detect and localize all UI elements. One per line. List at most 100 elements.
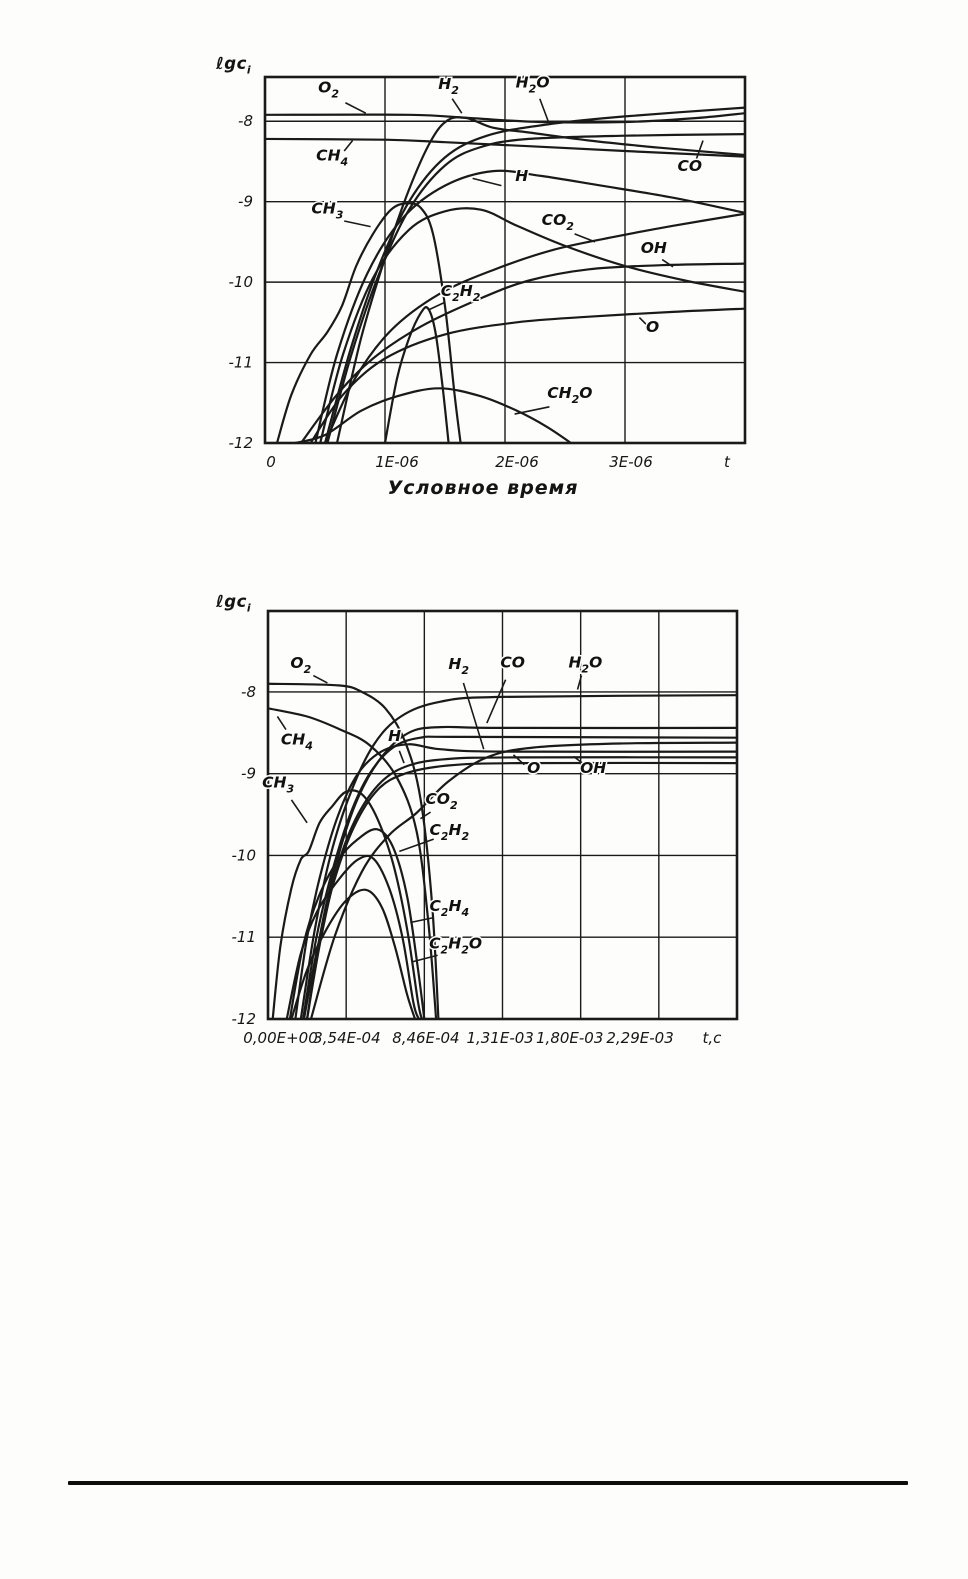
series-O-label: O	[527, 759, 540, 777]
series-O2-leader-line	[312, 674, 328, 684]
series-H2O-label: H2O	[516, 73, 550, 95]
chart1-x-axis-title: Условное время	[387, 477, 579, 499]
chart2-y-axis-label-main: ℓgc	[216, 592, 247, 611]
series-group	[265, 106, 745, 443]
x-tick-2,29E-03: 2,29E-03	[606, 1029, 673, 1047]
y-tick--10: -10	[232, 846, 257, 864]
y-tick--12: -12	[229, 434, 254, 452]
series-CH4-label: CH4	[281, 730, 313, 752]
series-group	[268, 682, 737, 1019]
series-H2O-leader-line	[576, 675, 583, 690]
series-CO2-curve	[309, 741, 737, 1019]
series-CO-label: CO	[500, 653, 525, 671]
x-tick-t: t	[724, 453, 731, 471]
series-O-leader-line	[512, 754, 525, 766]
y-tick--8: -8	[238, 112, 253, 130]
x-tick-1,31E-03: 1,31E-03	[466, 1029, 533, 1047]
series-CO-leader-line	[695, 140, 704, 161]
y-tick--10: -10	[229, 273, 254, 291]
x-tick-1E-06: 1E-06	[375, 453, 419, 471]
y-tick--11: -11	[232, 928, 257, 946]
series-O2-curve	[268, 682, 440, 1019]
series-H2O-leader-line	[539, 98, 549, 122]
series-H2-leader-line	[462, 682, 485, 750]
series-CH4-label: CH4	[316, 147, 348, 169]
series-C2H2-leader-line	[399, 838, 434, 853]
series-CH2O-label: CH2O	[547, 384, 592, 406]
chart-1: O2 H2 H2O CH4 CO H CO2 CH3 C2H2 OH O CH2O -8 -9 -10 -11…	[229, 72, 747, 471]
grid	[265, 77, 745, 443]
series-H2-curve	[335, 116, 745, 443]
series-CH2O-leader-line	[514, 406, 550, 415]
plot-border	[266, 609, 739, 1021]
series-OH-curve	[302, 761, 737, 1019]
x-tick-0: 0	[266, 453, 276, 471]
series-OH-curve	[299, 262, 745, 443]
series-H-leader-line	[398, 750, 405, 764]
x-tick-1,80E-03: 1,80E-03	[536, 1029, 603, 1047]
series-CH3-curve	[275, 202, 462, 443]
x-tick-3,54E-04: 3,54E-04	[313, 1029, 380, 1047]
series-CO-leader-line	[486, 679, 507, 724]
series-H-label: H	[515, 167, 528, 185]
chart1-y-axis-label-sub: i	[246, 63, 252, 77]
page-divider	[68, 1481, 908, 1485]
series-CH4-leader-line	[276, 716, 287, 730]
series-O-leader-line	[638, 316, 648, 326]
series-CO2-leader-line	[574, 233, 596, 243]
y-tick--9: -9	[241, 765, 256, 783]
series-H2O-curve	[323, 106, 745, 443]
series-H2-label: H2	[448, 655, 469, 677]
series-O2-curve	[265, 112, 745, 124]
plot-border	[263, 75, 747, 445]
series-CH2O-curve	[293, 387, 573, 443]
series-CO-curve	[305, 725, 737, 1019]
series-OH-leader-line	[661, 258, 674, 268]
series-O2-label: O2	[318, 78, 339, 100]
series-C2H2-label: C2H2	[441, 282, 481, 304]
y-tick--8: -8	[241, 683, 256, 701]
series-H-leader-line	[472, 177, 502, 187]
series-O-label: O	[646, 318, 659, 336]
y-tick--9: -9	[238, 193, 253, 211]
series-O-curve	[309, 307, 745, 443]
series-CH4-leader-line	[343, 140, 354, 152]
series-H2O-label: H2O	[568, 653, 602, 675]
series-C2H2-leader-line	[429, 301, 446, 311]
series-CO2-leader-line	[419, 811, 432, 820]
series-C2H2O-label: C2H2O	[429, 935, 482, 957]
series-CO2-label: CO2	[542, 211, 575, 233]
series-C2H2O-leader-line	[412, 954, 438, 963]
series-H2-label: H2	[438, 75, 459, 97]
x-tick-3E-06: 3E-06	[609, 453, 653, 471]
x-tick-2E-06: 2E-06	[495, 453, 539, 471]
x-tick-8,46E-04: 8,46E-04	[392, 1029, 459, 1047]
series-H2-leader-line	[451, 98, 463, 114]
series-CH4-curve	[268, 707, 438, 1019]
series-unlabeled-curve	[319, 207, 745, 443]
y-tick--12: -12	[232, 1010, 257, 1028]
series-OH-label: OH	[580, 759, 606, 777]
chart1-y-axis-label-main: ℓgc	[216, 54, 247, 73]
series-C2H2O-curve	[290, 888, 417, 1019]
chart1-y-axis-label: ℓgci	[216, 54, 251, 76]
series-CH3-leader-line	[344, 220, 371, 228]
series-CO2-label: CO2	[425, 790, 458, 812]
series-CH3-leader-line	[290, 799, 308, 824]
series-C2H2-label: C2H2	[430, 821, 470, 843]
series-C2H4-leader-line	[410, 916, 434, 924]
series-C2H4-curve	[285, 854, 420, 1019]
series-H-curve	[294, 743, 737, 1019]
series-CO-curve	[326, 133, 745, 443]
chart2-y-axis-label: ℓgci	[216, 592, 251, 614]
series-O2-leader-line	[345, 102, 367, 114]
series-H-curve	[314, 169, 745, 443]
series-H-label: H	[388, 727, 401, 745]
series-O2-label: O2	[290, 654, 311, 676]
series-C2H2-curve	[288, 828, 426, 1019]
series-CH3-label: CH3	[311, 200, 343, 222]
chart2-y-axis-label-sub: i	[246, 601, 252, 615]
series-CO-label: CO	[678, 157, 703, 175]
